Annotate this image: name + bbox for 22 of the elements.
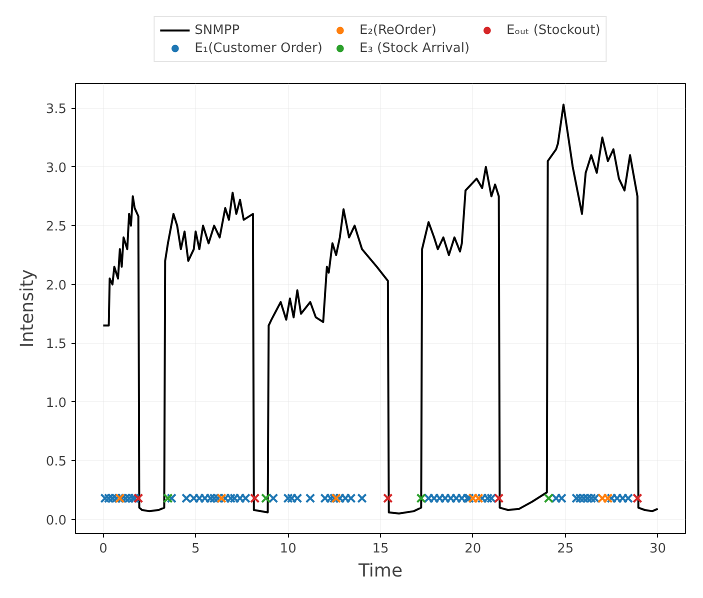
y-tick-label: 0.5 — [46, 454, 67, 470]
legend-label: E₂(ReOrder) — [359, 22, 436, 38]
legend-label: Eₒᵤₜ (Stockout) — [506, 22, 600, 38]
legend-label: E₃ (Stock Arrival) — [359, 40, 470, 56]
y-axis-title: Intensity — [16, 268, 38, 348]
x-tick-label: 20 — [464, 542, 482, 556]
x-tick-label: 10 — [280, 542, 296, 556]
y-tick-label: 3.5 — [46, 102, 67, 118]
y-tick-label: 1.0 — [46, 396, 67, 411]
x-tick-label: 30 — [650, 542, 666, 556]
legend-label: E₁(Customer Order) — [194, 40, 322, 56]
y-tick-label: 0.0 — [46, 513, 67, 528]
y-tick-label: 2.0 — [46, 278, 67, 294]
y-tick-label: 3.0 — [46, 160, 67, 176]
x-tick-label: 15 — [372, 542, 389, 556]
x-tick-label: 25 — [557, 542, 574, 556]
x-tick-label: 0 — [99, 542, 108, 556]
y-tick-label: 1.5 — [46, 337, 67, 352]
x-axis-title: Time — [357, 560, 403, 582]
legend-label: SNMPP — [194, 22, 240, 38]
y-tick-label: 2.5 — [46, 220, 67, 235]
x-tick-label: 5 — [192, 542, 200, 556]
